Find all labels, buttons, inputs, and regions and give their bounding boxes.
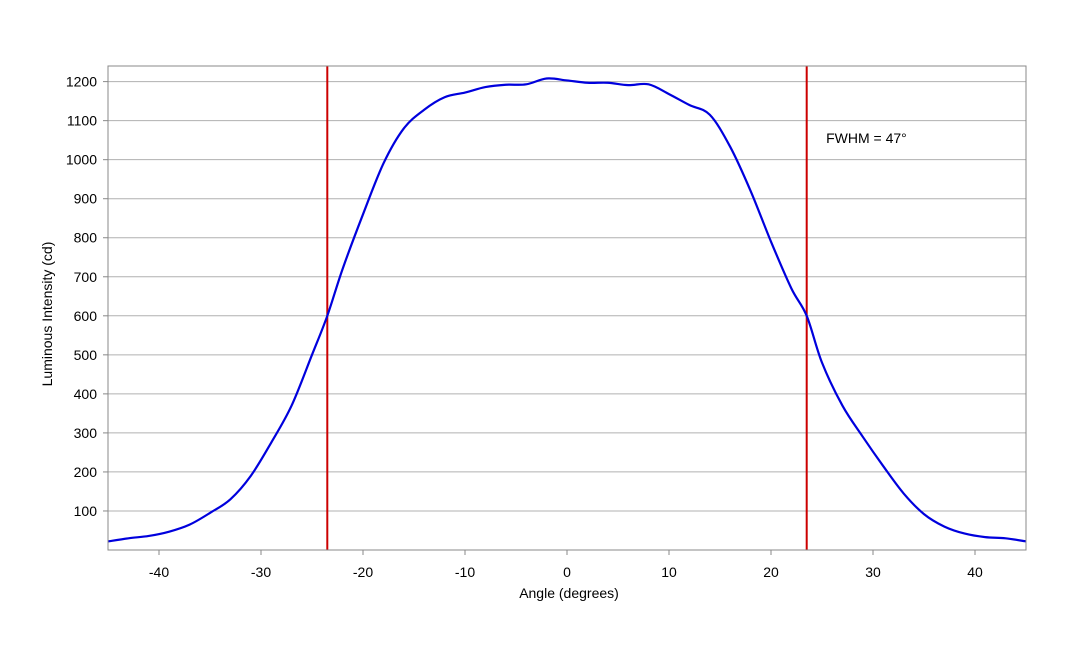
intensity-curve [107, 77, 1027, 543]
grid-layer [108, 81, 1026, 512]
x-tick-label--10: -10 [455, 564, 475, 580]
x-tick-label-40: 40 [967, 564, 983, 580]
y-tick-label-300: 300 [74, 425, 98, 441]
y-tick-label-500: 500 [74, 347, 98, 363]
plot-frame [107, 65, 1027, 551]
curve-layer [107, 77, 1027, 543]
y-tick-label-1200: 1200 [66, 74, 97, 90]
y-tick-label-200: 200 [74, 464, 98, 480]
y-tick-label-1100: 1100 [67, 113, 97, 129]
fwhm-lines [326, 66, 808, 550]
tick-labels: 100200300400500600700800900100011001200-… [66, 74, 983, 580]
x-tick-label--30: -30 [251, 564, 271, 580]
y-tick-label-700: 700 [74, 269, 98, 285]
fwhm-annotation: FWHM = 47° [826, 130, 907, 146]
x-tick-label-30: 30 [865, 564, 881, 580]
axes [103, 65, 1027, 555]
x-tick-label-10: 10 [661, 564, 677, 580]
y-tick-label-600: 600 [74, 308, 98, 324]
x-tick-label-20: 20 [763, 564, 779, 580]
x-tick-label--20: -20 [353, 564, 373, 580]
annotations: FWHM = 47° [826, 130, 907, 146]
x-axis-title: Angle (degrees) [519, 585, 619, 601]
y-tick-label-1000: 1000 [66, 152, 97, 168]
x-tick-label-0: 0 [563, 564, 571, 580]
y-tick-label-400: 400 [74, 386, 98, 402]
y-tick-label-800: 800 [74, 230, 98, 246]
y-tick-label-100: 100 [74, 503, 98, 519]
y-tick-label-900: 900 [74, 191, 98, 207]
x-tick-label--40: -40 [149, 564, 169, 580]
y-axis-title: Luminous Intensity (cd) [39, 242, 55, 387]
